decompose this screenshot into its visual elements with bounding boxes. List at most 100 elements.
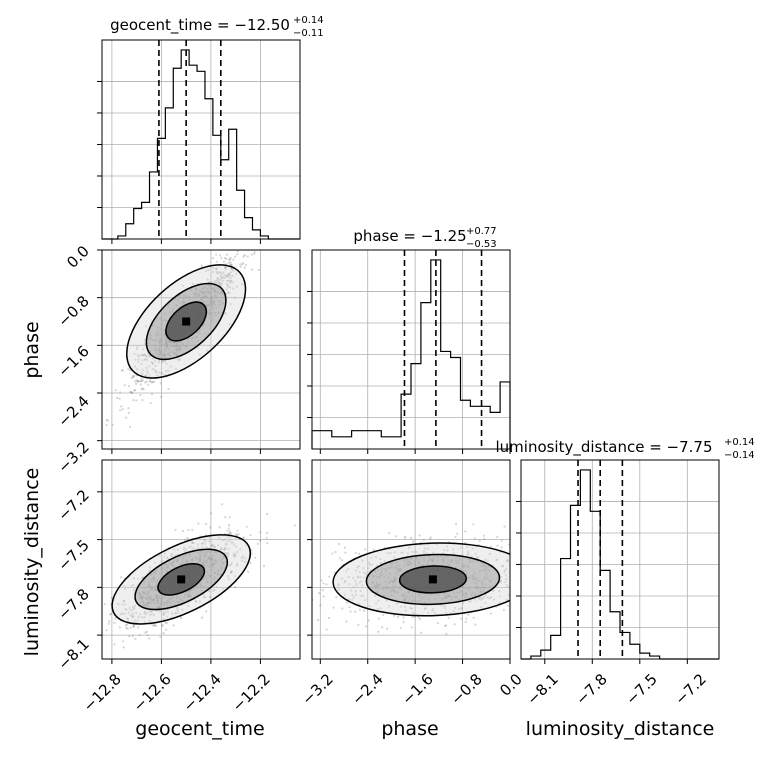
scatter-point xyxy=(148,355,151,358)
scatter-point xyxy=(343,546,347,549)
scatter-point xyxy=(501,564,505,568)
scatter-point xyxy=(294,524,297,527)
scatter-point xyxy=(410,626,413,629)
scatter-point xyxy=(225,253,229,256)
scatter-point xyxy=(148,569,151,573)
scatter-point xyxy=(106,419,109,422)
scatter-point xyxy=(154,369,157,372)
scatter-point xyxy=(192,547,195,550)
y-tick-label: −0.8 xyxy=(54,292,92,330)
scatter-point xyxy=(141,373,144,377)
scatter-point xyxy=(352,576,355,580)
scatter-point xyxy=(362,594,365,598)
scatter-point xyxy=(161,372,164,375)
scatter-point xyxy=(495,559,498,562)
scatter-point xyxy=(229,532,232,535)
scatter-point xyxy=(484,601,487,604)
scatter-point xyxy=(231,274,234,277)
scatter-point xyxy=(348,583,351,586)
scatter-point xyxy=(400,551,403,554)
title-phase-plus: +0.77 xyxy=(466,226,497,237)
scatter-point xyxy=(341,559,344,562)
scatter-point xyxy=(228,322,231,326)
scatter-point xyxy=(134,358,137,361)
scatter-point xyxy=(257,268,260,272)
scatter-point xyxy=(229,271,232,274)
scatter-point xyxy=(160,395,163,398)
scatter-point xyxy=(141,359,144,362)
scatter-point xyxy=(222,271,225,274)
scatter-point xyxy=(137,380,140,383)
scatter-point xyxy=(417,616,420,619)
scatter-point xyxy=(229,276,232,279)
scatter-point xyxy=(232,258,235,261)
scatter-point xyxy=(119,409,122,412)
scatter-point xyxy=(164,611,167,614)
scatter-point xyxy=(404,605,407,609)
scatter-point xyxy=(230,541,233,544)
scatter-point xyxy=(445,612,448,615)
scatter-point xyxy=(512,587,514,589)
scatter-geocent-time-luminosity-distance xyxy=(97,459,301,664)
scatter-point xyxy=(124,608,127,611)
scatter-point xyxy=(250,253,253,256)
scatter-point xyxy=(452,610,455,613)
scatter-point xyxy=(302,571,304,573)
scatter-point xyxy=(436,622,439,625)
scatter-point xyxy=(198,600,201,603)
scatter-point xyxy=(266,512,269,516)
scatter-point xyxy=(144,631,147,634)
scatter-point xyxy=(229,282,232,285)
scatter-point xyxy=(455,523,458,526)
scatter-point xyxy=(265,536,268,540)
scatter-point xyxy=(523,555,525,557)
scatter-point xyxy=(127,367,130,370)
x-tick-label: −7.8 xyxy=(572,670,610,708)
scatter-point xyxy=(502,608,505,611)
scatter-point xyxy=(407,546,411,550)
scatter-point xyxy=(357,623,360,627)
scatter-point xyxy=(530,577,532,579)
scatter-point xyxy=(526,547,528,549)
scatter-point xyxy=(129,390,132,393)
scatter-point xyxy=(171,612,174,615)
scatter-point xyxy=(243,557,246,560)
scatter-point xyxy=(228,274,231,277)
scatter-point xyxy=(522,585,524,587)
scatter-point xyxy=(512,574,514,576)
scatter-point xyxy=(230,268,234,271)
scatter-point xyxy=(149,614,152,617)
scatter-point xyxy=(500,539,503,542)
scatter-point xyxy=(161,360,164,363)
scatter-point xyxy=(224,266,227,269)
scatter-point xyxy=(183,550,187,553)
scatter-point xyxy=(135,379,138,382)
scatter-point xyxy=(539,543,541,545)
scatter-point xyxy=(357,565,360,568)
scatter-point xyxy=(542,574,544,576)
scatter-point xyxy=(318,591,321,595)
x-tick-label: −12.8 xyxy=(80,670,125,715)
scatter-point xyxy=(357,602,360,606)
scatter-point xyxy=(446,549,449,552)
scatter-point xyxy=(132,577,136,580)
scatter-point xyxy=(197,346,200,349)
scatter-point xyxy=(526,574,528,576)
scatter-point xyxy=(162,555,165,559)
scatter-point xyxy=(267,245,269,247)
scatter-point xyxy=(412,540,415,543)
scatter-point xyxy=(401,551,404,554)
scatter-point xyxy=(360,580,363,583)
scatter-point xyxy=(429,536,432,539)
scatter-point xyxy=(478,597,481,600)
scatter-point xyxy=(217,281,220,284)
scatter-point xyxy=(143,353,146,356)
scatter-point xyxy=(133,606,136,610)
scatter-point xyxy=(358,571,361,574)
scatter-point xyxy=(242,255,245,258)
scatter-point xyxy=(158,554,161,557)
scatter-point xyxy=(125,626,128,629)
scatter-point xyxy=(516,555,518,557)
scatter-point xyxy=(159,382,162,385)
title-luminosity-distance-plus: +0.14 xyxy=(724,437,755,448)
